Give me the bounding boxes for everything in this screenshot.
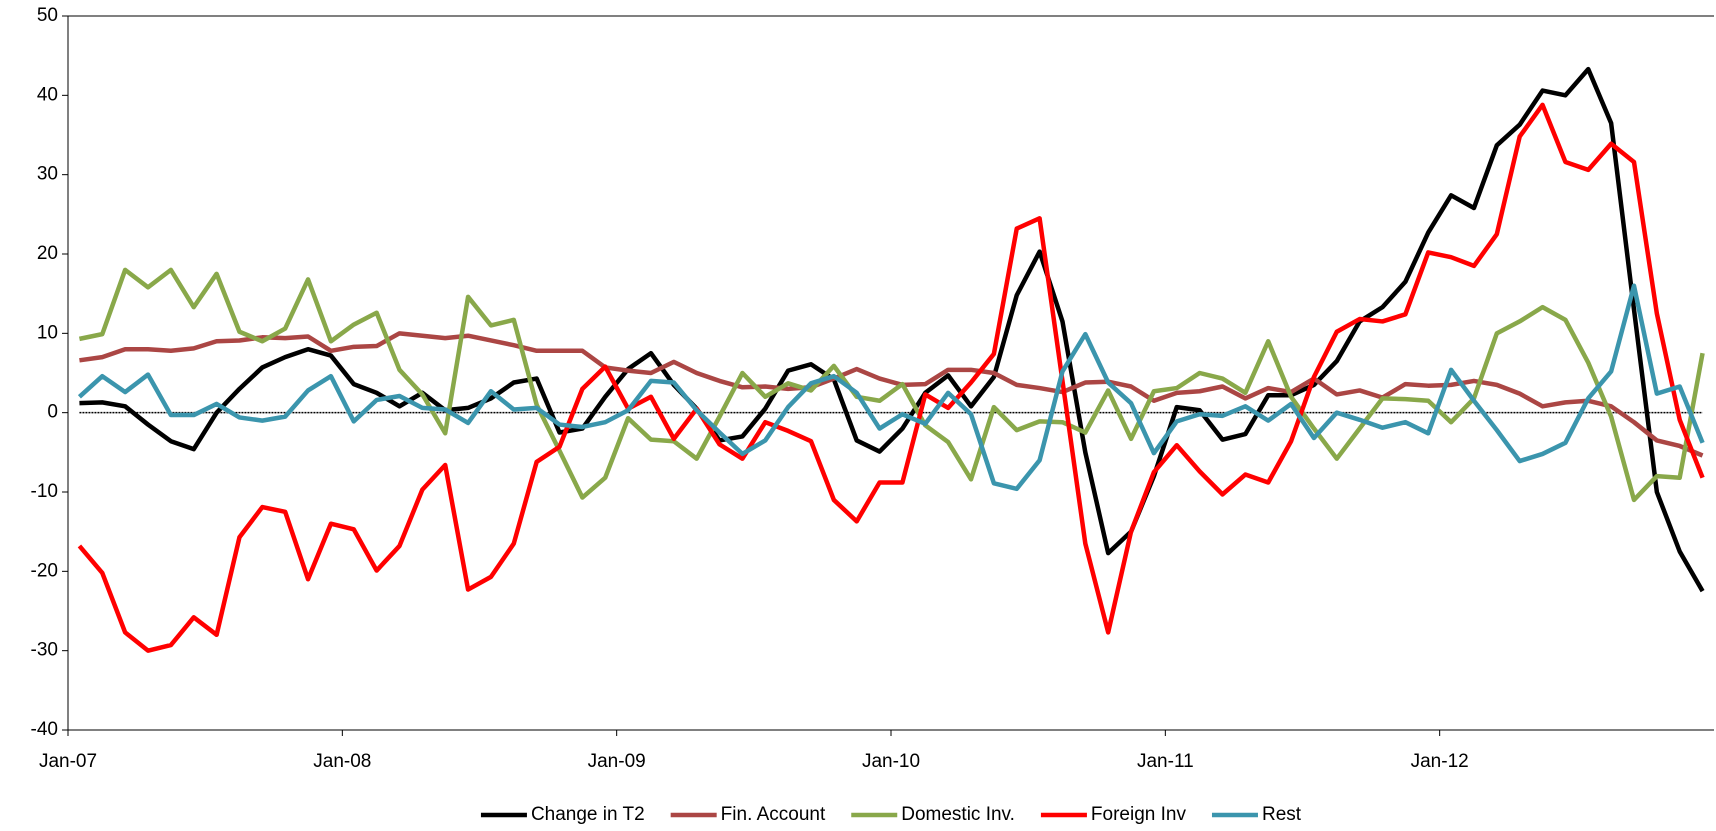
y-tick-label: 20 — [37, 243, 58, 264]
legend-label: Rest — [1262, 804, 1302, 825]
y-tick-label: 50 — [37, 5, 58, 26]
y-tick-label: 0 — [47, 402, 58, 423]
x-tick-label: Jan-12 — [1411, 751, 1469, 772]
series-line — [78, 267, 1705, 503]
series-line — [77, 102, 1705, 653]
legend-label: Fin. Account — [721, 804, 826, 825]
series-line — [77, 283, 1705, 492]
x-tick-label: Jan-08 — [313, 751, 371, 772]
x-tick-label: Jan-07 — [39, 751, 97, 772]
y-tick-label: 10 — [37, 322, 58, 343]
x-tick-label: Jan-11 — [1137, 751, 1194, 772]
y-tick-label: -20 — [31, 560, 58, 581]
series-line — [79, 331, 1704, 458]
y-tick-label: 40 — [37, 84, 58, 105]
x-tick-label: Jan-09 — [588, 751, 646, 772]
y-tick-label: -10 — [31, 481, 58, 502]
x-tick-label: Jan-10 — [862, 751, 920, 772]
series-line — [79, 66, 1705, 593]
legend-label: Foreign Inv — [1091, 804, 1187, 825]
legend: Change in T2 Fin. Account Domestic Inv. For… — [480, 804, 1302, 825]
y-tick-label: -40 — [31, 719, 58, 740]
y-tick-label: -30 — [31, 640, 58, 661]
y-tick-label: 30 — [37, 164, 58, 185]
legend-label: Change in T2 — [531, 804, 645, 825]
legend-label: Domestic Inv. — [901, 804, 1015, 825]
